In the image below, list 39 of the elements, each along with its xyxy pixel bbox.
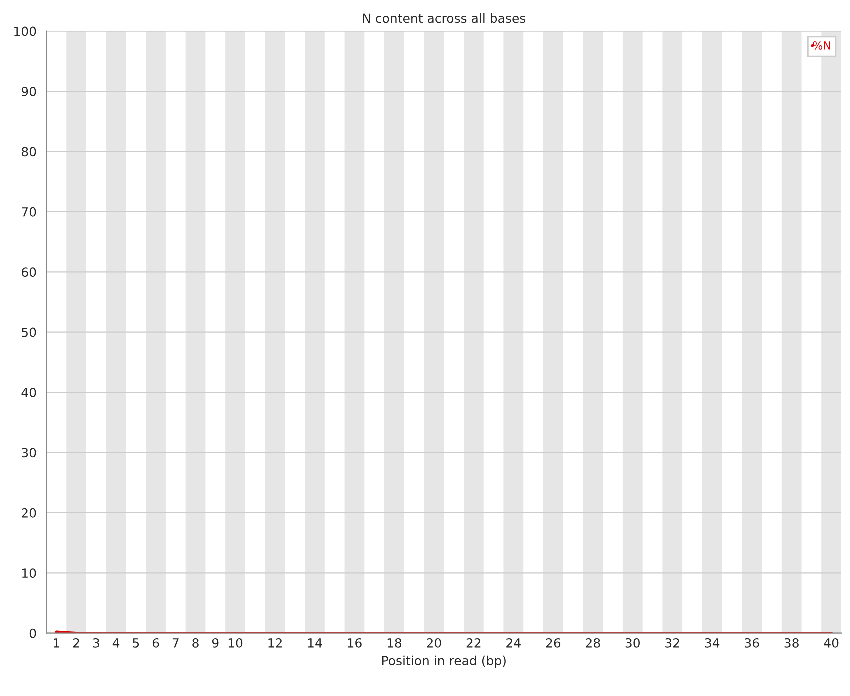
x-tick-label: 5 [133, 638, 140, 648]
legend-label: %N [813, 42, 830, 50]
y-tick-label: 60 [22, 268, 36, 278]
x-tick-label: 4 [112, 638, 120, 648]
x-axis-title: Position in read (bp) [382, 656, 506, 668]
y-tick-label: 50 [22, 328, 36, 338]
y-tick-label: 0 [30, 628, 36, 638]
y-tick-label: 70 [22, 207, 36, 217]
x-tick-label: 22 [466, 638, 481, 648]
x-tick-label: 12 [268, 638, 282, 648]
y-tick-label: 80 [22, 147, 36, 157]
x-tick-label: 40 [824, 638, 839, 648]
x-tick-label: 28 [586, 638, 600, 648]
x-tick-label: 32 [666, 638, 680, 648]
y-tick-label: 20 [22, 508, 36, 518]
x-tick-label: 3 [93, 638, 100, 648]
x-tick-label: 7 [172, 638, 179, 648]
x-tick-label: 20 [427, 638, 442, 648]
chart-title: N content across all bases [363, 13, 526, 24]
x-tick-label: 26 [546, 638, 561, 648]
y-tick-label: 100 [14, 26, 36, 36]
y-tick-label: 30 [22, 448, 36, 458]
x-tick-label: 36 [745, 638, 760, 648]
y-tick-label: 90 [22, 86, 36, 96]
x-tick-label: 9 [212, 638, 219, 648]
y-tick-label: 10 [22, 568, 36, 578]
x-tick-label: 10 [228, 638, 243, 648]
x-tick-label: 2 [73, 638, 80, 648]
x-tick-label: 8 [192, 638, 199, 648]
y-tick-label: 40 [22, 388, 36, 398]
x-tick-label: 24 [506, 638, 521, 648]
x-tick-label: 14 [308, 638, 322, 648]
x-tick-label: 30 [626, 638, 640, 648]
x-tick-label: 1 [54, 638, 60, 648]
x-tick-label: 34 [705, 638, 720, 648]
x-tick-label: 16 [348, 638, 362, 648]
x-tick-label: 38 [784, 638, 799, 648]
x-tick-label: 6 [152, 638, 160, 648]
x-tick-label: 18 [388, 638, 402, 648]
